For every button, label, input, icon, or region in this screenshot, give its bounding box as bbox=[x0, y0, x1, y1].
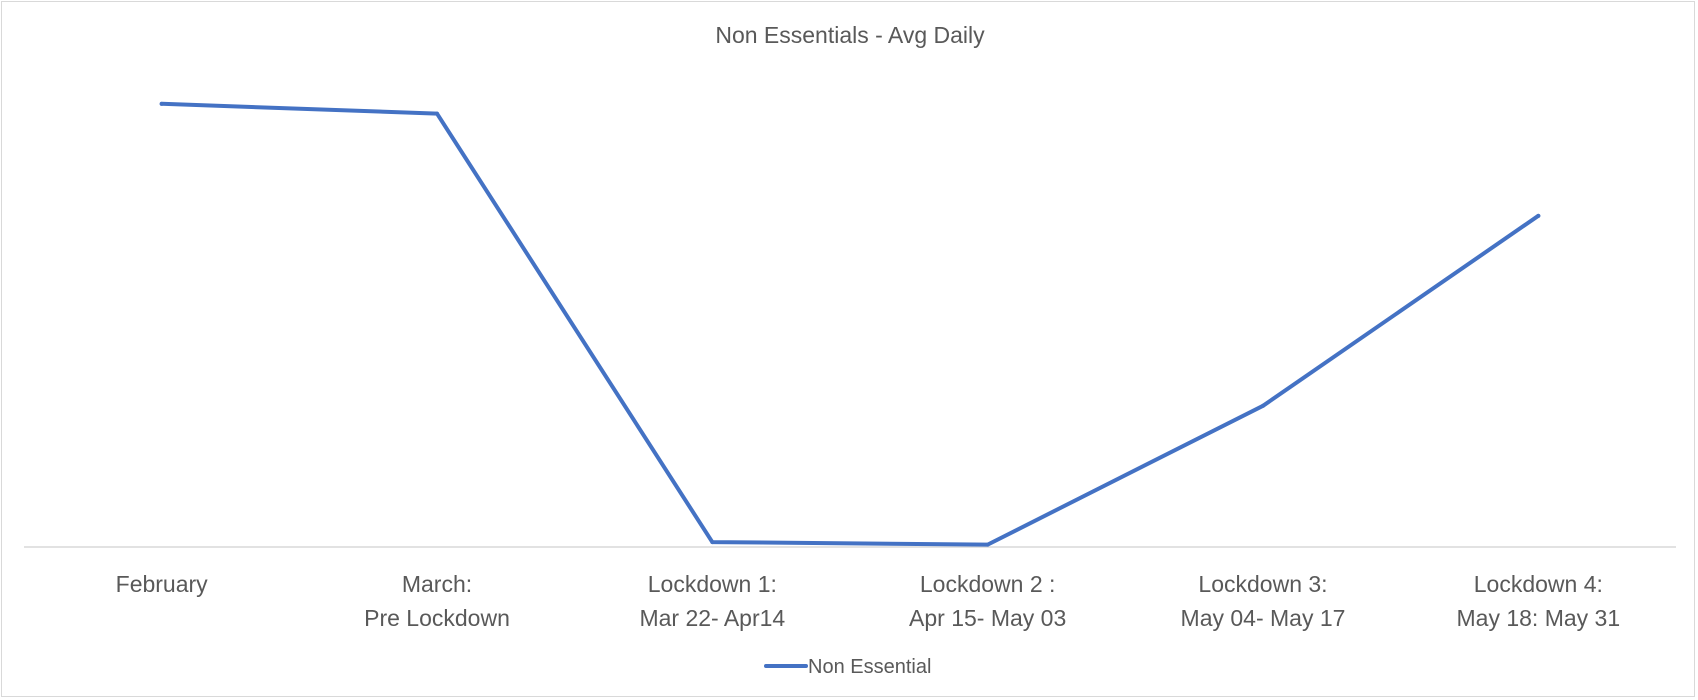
series-line-non-essential bbox=[159, 101, 1541, 547]
x-tick-label: Lockdown 4: May 18: May 31 bbox=[1457, 571, 1621, 631]
data-point bbox=[1261, 403, 1265, 408]
data-point bbox=[159, 101, 164, 106]
data-point bbox=[435, 111, 439, 116]
data-point bbox=[710, 540, 715, 545]
x-tick-label: Lockdown 2 : Apr 15- May 03 bbox=[909, 571, 1066, 631]
series-layer bbox=[159, 101, 1541, 547]
x-tick-labels: February March: Pre Lockdown Lockdown 1: Mar… bbox=[116, 571, 1621, 631]
data-point bbox=[1536, 213, 1541, 218]
x-tick-label: March: Pre Lockdown bbox=[364, 571, 510, 631]
data-point bbox=[985, 542, 990, 547]
x-tick-label: February bbox=[116, 571, 209, 597]
x-tick-label: Lockdown 3: May 04- May 17 bbox=[1181, 571, 1346, 631]
legend-label: Non Essential bbox=[808, 656, 931, 678]
legend: Non Essential bbox=[764, 656, 931, 678]
chart-title: Non Essentials - Avg Daily bbox=[715, 22, 985, 48]
x-tick-label: Lockdown 1: Mar 22- Apr14 bbox=[639, 571, 785, 631]
